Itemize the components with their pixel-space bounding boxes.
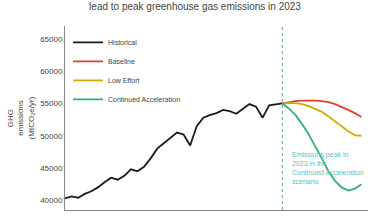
svg-text:Emissions peak in2023 in theCo: Emissions peak in2023 in theContinued Ac…: [292, 151, 364, 185]
svg-text:45000: 45000: [40, 164, 63, 173]
svg-text:GHGemissions(MtCO₂e/yr): GHGemissions(MtCO₂e/yr): [6, 96, 36, 139]
svg-text:lead to peak greenhouse gas em: lead to peak greenhouse gas emissions in…: [89, 1, 301, 12]
svg-text:65000: 65000: [40, 35, 63, 44]
svg-text:Historical: Historical: [108, 39, 137, 46]
svg-text:40000: 40000: [40, 196, 63, 205]
svg-text:Baseline: Baseline: [108, 58, 135, 65]
svg-text:55000: 55000: [40, 99, 63, 108]
svg-text:Continued Acceleration: Continued Acceleration: [108, 96, 180, 103]
svg-text:60000: 60000: [40, 67, 63, 76]
svg-text:50000: 50000: [40, 132, 63, 141]
svg-text:Low Effort: Low Effort: [108, 77, 139, 84]
